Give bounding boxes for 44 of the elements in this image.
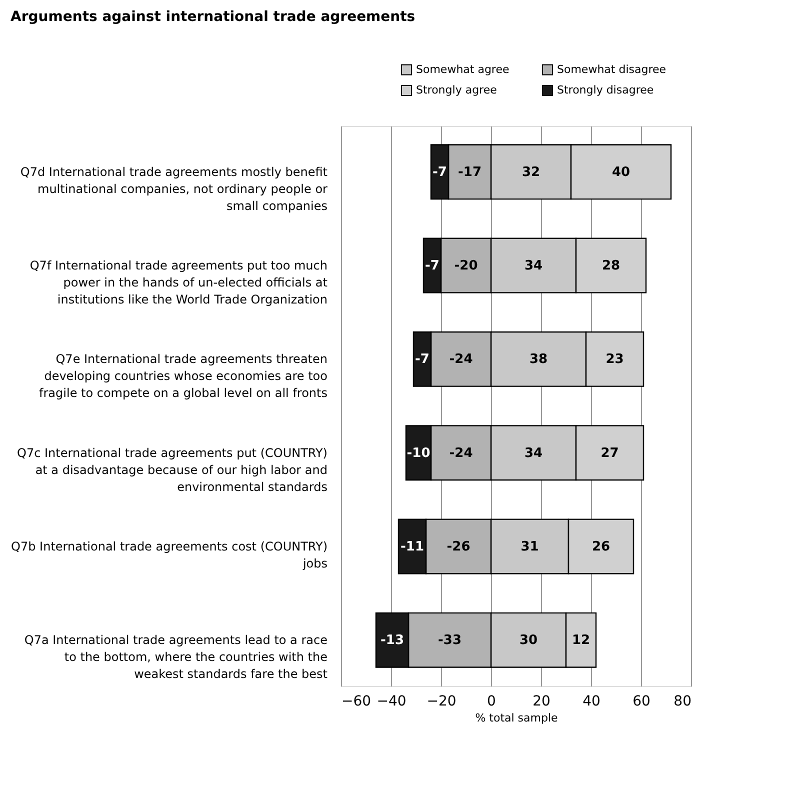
x-tick-label: 60 [632,694,650,710]
legend-label: Strongly agree [416,84,498,96]
data-label: 30 [519,633,538,648]
data-label: -24 [449,446,473,461]
legend-label: Somewhat disagree [557,62,666,76]
data-label: 12 [572,633,590,648]
data-label: 32 [522,164,540,180]
legend-label: Strongly disagree [557,84,654,96]
data-label: -33 [438,633,462,648]
x-tick-label: 40 [582,694,600,710]
data-label: 31 [520,539,539,554]
data-label: -11 [400,539,424,554]
text: Arguments against international trade agreements [10,9,416,25]
x-tick-label: −20 [426,694,456,710]
y-tick-label: Q7c International trade agreements put (COUNTRY) at a disadvantage because of our high labor and environmental standards [17,446,328,494]
data-label: -24 [449,352,473,368]
data-label: 38 [529,352,548,368]
data-label: 34 [524,258,543,274]
x-tick-label: 80 [674,694,692,710]
data-label: -17 [458,164,482,180]
y-tick-label: Q7e International trade agreements threaten developing countries whose economies are too fragile to compete on a global level on all fronts [39,352,328,400]
data-label: -7 [415,352,430,368]
x-tick-label: −60 [342,694,372,710]
legend-label: Somewhat agree [416,62,510,76]
y-tick-label: Q7b International trade agreements cost (COUNTRY) jobs [11,539,328,570]
data-label: -7 [432,164,447,180]
y-tick-label: Q7a International trade agreements lead to a race to the bottom, where the countries with the weakest standards fare the best [24,633,328,682]
x-tick-label: 20 [532,694,550,710]
data-label: 27 [600,446,619,461]
y-tick-label: Q7f International trade agreements put too much power in the hands of un-elected officials at institutions like the World Trade Organization [30,258,328,307]
data-label: 26 [592,539,610,554]
data-label: -13 [380,633,404,648]
x-tick-label: −40 [376,694,406,710]
data-label: -20 [454,258,478,274]
data-label: -10 [406,446,430,461]
data-label: -26 [446,539,470,554]
data-label: 28 [602,258,620,274]
data-label: 34 [524,446,543,461]
y-tick-label: Q7d International trade agreements mostly benefit multinational companies, not ordinary people or small companies [20,164,328,213]
data-label: -7 [425,258,440,274]
x-tick-label: 0 [487,694,496,710]
data-label: 23 [606,352,624,368]
data-label: 40 [612,164,630,180]
x-axis-title: % total sample [475,712,558,724]
